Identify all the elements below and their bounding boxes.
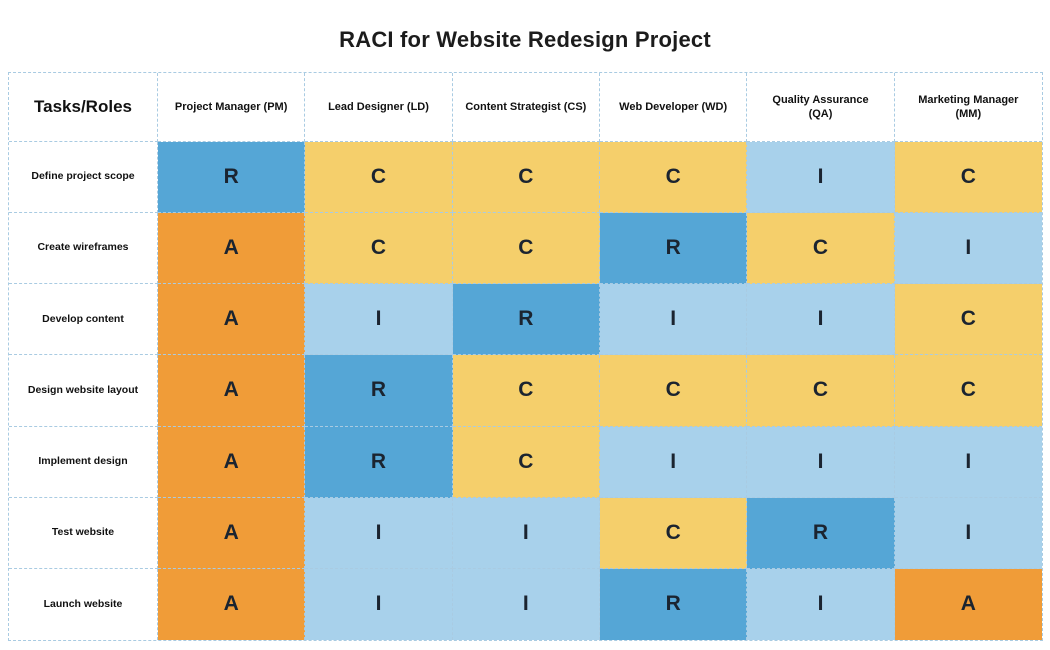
raci-cell-R: R: [599, 568, 748, 640]
raci-cell-A: A: [894, 568, 1042, 640]
raci-cell-C: C: [452, 426, 600, 498]
raci-cell-C: C: [452, 142, 600, 214]
raci-cell-C: C: [747, 355, 895, 427]
raci-cell-C: C: [599, 497, 748, 569]
raci-cell-I: I: [452, 568, 600, 640]
raci-cell-R: R: [305, 426, 453, 498]
raci-cell-C: C: [452, 355, 600, 427]
task-label: Implement design: [9, 426, 158, 498]
role-header-2: Lead Designer (LD): [305, 73, 453, 142]
task-label: Define project scope: [9, 142, 158, 214]
role-header-3: Content Strategist (CS): [452, 73, 600, 142]
raci-cell-R: R: [158, 142, 306, 214]
raci-cell-C: C: [305, 142, 453, 214]
page-title: RACI for Website Redesign Project: [339, 27, 711, 52]
raci-cell-A: A: [158, 497, 306, 569]
raci-cell-A: A: [158, 355, 306, 427]
corner-header: Tasks/Roles: [9, 73, 158, 142]
raci-cell-A: A: [158, 426, 306, 498]
raci-cell-I: I: [305, 568, 453, 640]
raci-cell-I: I: [894, 426, 1042, 498]
raci-cell-I: I: [747, 426, 895, 498]
role-header-5: Quality Assurance (QA): [747, 73, 895, 142]
raci-cell-C: C: [305, 213, 453, 285]
raci-cell-I: I: [747, 284, 895, 356]
raci-cell-I: I: [599, 426, 748, 498]
raci-cell-I: I: [894, 213, 1042, 285]
raci-cell-R: R: [599, 213, 748, 285]
raci-cell-C: C: [599, 142, 748, 214]
raci-cell-C: C: [599, 355, 748, 427]
raci-cell-A: A: [158, 284, 306, 356]
task-label: Design website layout: [9, 355, 158, 427]
raci-cell-I: I: [599, 284, 748, 356]
raci-cell-R: R: [747, 497, 895, 569]
raci-cell-I: I: [305, 497, 453, 569]
raci-cell-I: I: [452, 497, 600, 569]
raci-cell-I: I: [305, 284, 453, 356]
raci-cell-I: I: [894, 497, 1042, 569]
raci-cell-R: R: [305, 355, 453, 427]
raci-cell-C: C: [894, 355, 1042, 427]
raci-cell-A: A: [158, 568, 306, 640]
raci-cell-I: I: [747, 142, 895, 214]
role-header-4: Web Developer (WD): [599, 73, 748, 142]
raci-cell-I: I: [747, 568, 895, 640]
task-label: Test website: [9, 497, 158, 569]
raci-cell-C: C: [894, 284, 1042, 356]
raci-matrix: Tasks/Roles Project Manager (PM) Lead Des…: [8, 72, 1043, 641]
raci-cell-R: R: [452, 284, 600, 356]
task-label: Develop content: [9, 284, 158, 356]
raci-cell-C: C: [747, 213, 895, 285]
raci-cell-A: A: [158, 213, 306, 285]
task-label: Create wireframes: [9, 213, 158, 285]
raci-cell-C: C: [452, 213, 600, 285]
role-header-6: Marketing Manager (MM): [894, 73, 1042, 142]
role-header-1: Project Manager (PM): [158, 73, 306, 142]
raci-cell-C: C: [894, 142, 1042, 214]
task-label: Launch website: [9, 568, 158, 640]
